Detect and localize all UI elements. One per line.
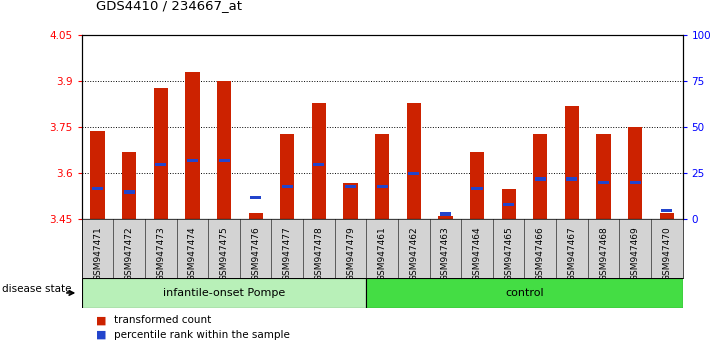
Text: GSM947472: GSM947472 <box>124 227 134 281</box>
Text: control: control <box>505 288 544 298</box>
Text: GSM947476: GSM947476 <box>251 227 260 281</box>
Text: GSM947467: GSM947467 <box>567 227 577 281</box>
Bar <box>660 213 674 219</box>
Text: ■: ■ <box>96 315 107 325</box>
Bar <box>567 177 577 181</box>
Text: GSM947478: GSM947478 <box>314 227 324 281</box>
Text: GSM947462: GSM947462 <box>410 227 418 281</box>
Bar <box>407 103 421 219</box>
Bar <box>282 185 293 188</box>
Bar <box>628 127 642 219</box>
Text: GSM947470: GSM947470 <box>662 227 671 281</box>
Bar <box>597 133 611 219</box>
Bar <box>440 212 451 216</box>
Bar <box>408 172 419 175</box>
Text: GSM947466: GSM947466 <box>536 227 545 281</box>
Text: GSM947463: GSM947463 <box>441 227 450 281</box>
Bar <box>280 133 294 219</box>
Bar <box>565 106 579 219</box>
Bar <box>377 185 387 188</box>
Text: GDS4410 / 234667_at: GDS4410 / 234667_at <box>96 0 242 12</box>
Bar <box>470 152 484 219</box>
Text: infantile-onset Pompe: infantile-onset Pompe <box>163 288 285 298</box>
Bar <box>343 183 358 219</box>
Bar <box>503 203 514 206</box>
Bar <box>155 162 166 166</box>
Bar <box>82 278 366 308</box>
Bar <box>154 87 168 219</box>
Bar <box>124 190 134 194</box>
Bar <box>122 152 137 219</box>
Bar <box>661 209 673 212</box>
Bar <box>312 103 326 219</box>
Text: disease state: disease state <box>2 284 72 295</box>
Bar <box>250 196 261 199</box>
Bar <box>366 278 683 308</box>
Bar <box>249 213 263 219</box>
Text: GSM947468: GSM947468 <box>599 227 608 281</box>
Text: transformed count: transformed count <box>114 315 211 325</box>
Text: GSM947469: GSM947469 <box>631 227 640 281</box>
Bar <box>438 216 452 219</box>
Bar <box>186 72 200 219</box>
Bar <box>535 177 546 181</box>
Text: GSM947477: GSM947477 <box>283 227 292 281</box>
Bar <box>630 181 641 184</box>
Text: GSM947475: GSM947475 <box>220 227 228 281</box>
Bar <box>187 159 198 162</box>
Text: GSM947474: GSM947474 <box>188 227 197 281</box>
Bar <box>533 133 547 219</box>
Bar <box>501 189 515 219</box>
Bar <box>92 187 103 190</box>
Text: GSM947461: GSM947461 <box>378 227 387 281</box>
Text: GSM947479: GSM947479 <box>346 227 355 281</box>
Bar <box>314 162 324 166</box>
Text: GSM947464: GSM947464 <box>473 227 481 281</box>
Bar <box>218 159 230 162</box>
Bar <box>598 181 609 184</box>
Bar <box>345 185 356 188</box>
Text: percentile rank within the sample: percentile rank within the sample <box>114 330 289 339</box>
Text: ■: ■ <box>96 330 107 339</box>
Bar <box>217 81 231 219</box>
Bar <box>471 187 483 190</box>
Text: GSM947465: GSM947465 <box>504 227 513 281</box>
Bar <box>375 133 390 219</box>
Bar <box>90 131 105 219</box>
Text: GSM947473: GSM947473 <box>156 227 166 281</box>
Text: GSM947471: GSM947471 <box>93 227 102 281</box>
